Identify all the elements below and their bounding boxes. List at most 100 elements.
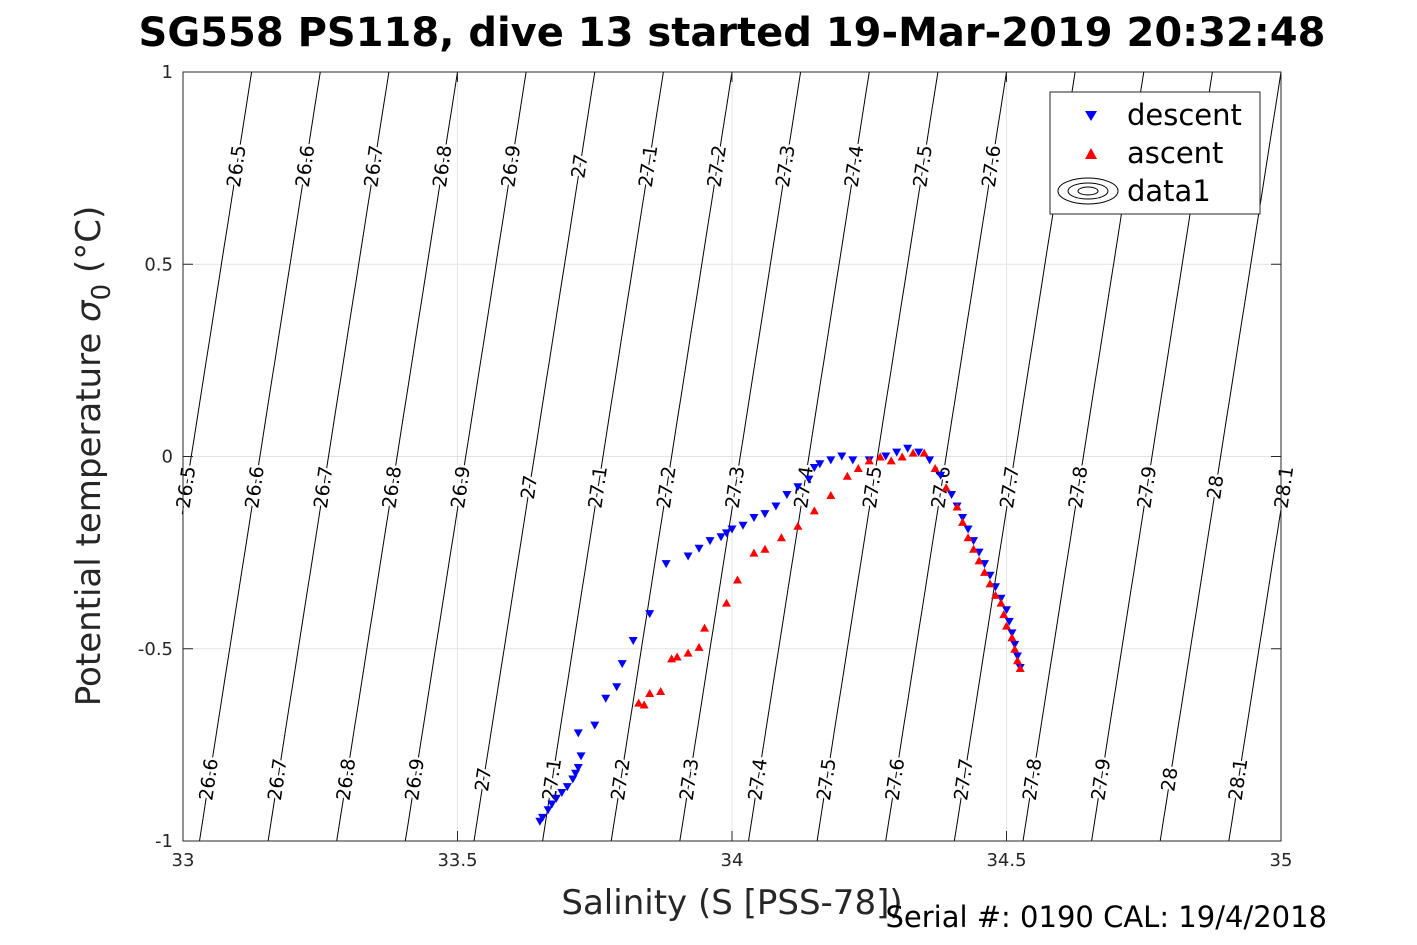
legend: descent ascent data1 xyxy=(1049,91,1261,215)
descent-point xyxy=(645,610,655,619)
isopycnal-26.5 xyxy=(181,71,253,515)
descent-point xyxy=(925,456,935,465)
descent-point xyxy=(661,560,671,569)
descent-point xyxy=(727,525,737,534)
descent-point xyxy=(590,721,600,730)
contour-label-bottom: 27.5 xyxy=(813,757,841,802)
ascent-point xyxy=(908,448,918,457)
isopycnal-26.8 xyxy=(336,71,458,842)
isopycnal-27.5 xyxy=(816,71,939,842)
density-contour-labels: 26.5 26.5 26.6 26.6 26.6 26.7 26.7 26.7 26.8 26.8… xyxy=(170,141,1301,804)
contour-label-mid: 28.1 xyxy=(1271,465,1299,510)
contour-label-mid: 27.4 xyxy=(790,465,818,510)
ascent-point xyxy=(1002,621,1011,630)
y-axis-ticks: -1 -0.5 0 0.5 1 xyxy=(138,62,1281,852)
descent-point xyxy=(1002,606,1011,615)
contour-label-bottom: 27.7 xyxy=(950,757,978,802)
contour-label-mid: 27.8 xyxy=(1065,465,1093,510)
grid-lines xyxy=(183,72,1281,841)
descent-point xyxy=(628,637,638,646)
ascent-point xyxy=(919,448,929,457)
descent-point xyxy=(738,521,748,530)
descent-point xyxy=(793,483,803,492)
ascent-point xyxy=(941,483,951,492)
ascent-point xyxy=(700,623,710,632)
ascent-point xyxy=(1015,663,1025,672)
ascent-point xyxy=(897,452,907,461)
descent-point xyxy=(543,806,553,815)
isopycnal-27.2 xyxy=(610,71,733,842)
legend-box xyxy=(1049,91,1261,215)
descent-point xyxy=(571,769,581,778)
y-axis-label-sub: 0 xyxy=(87,284,117,301)
descent-point xyxy=(782,490,792,499)
ascent-point xyxy=(683,648,693,657)
descent-point xyxy=(547,800,557,809)
contour-label-mid: 26.6 xyxy=(241,465,269,510)
ascent-point xyxy=(886,456,896,465)
legend-data1-label: data1 xyxy=(1127,174,1211,208)
contour-label-top: 27.5 xyxy=(909,144,937,189)
contour-label-bottom: 27.6 xyxy=(882,757,910,802)
isopycnal-27.6 xyxy=(885,71,1007,842)
contour-label-bottom: 27.9 xyxy=(1087,757,1115,802)
descent-point xyxy=(804,475,814,484)
contour-label-top: 27.2 xyxy=(703,144,731,189)
legend-descent-label: descent xyxy=(1127,98,1242,132)
ascent-point xyxy=(999,610,1009,619)
y-tick-label: -1 xyxy=(155,831,173,852)
ascent-point xyxy=(974,556,984,565)
contour-label-mid: 27.5 xyxy=(859,465,887,510)
contour-label-top: 27.4 xyxy=(841,144,869,189)
y-tick-label: 0 xyxy=(162,447,173,468)
isopycnal-27.3 xyxy=(679,71,802,842)
descent-point xyxy=(601,694,611,703)
isopycnal-28.1 xyxy=(1228,494,1284,842)
descent-point xyxy=(716,533,726,542)
contour-label-top: 27.1 xyxy=(635,144,663,189)
descent-point xyxy=(771,502,781,511)
descent-point xyxy=(683,552,693,561)
legend-contour-icon xyxy=(1057,177,1119,205)
descent-point xyxy=(815,460,825,469)
ascent-point xyxy=(826,490,836,499)
y-tick-label: -0.5 xyxy=(138,639,173,660)
ascent-point xyxy=(776,533,786,542)
x-axis-label: Salinity (S [PSS-78]) xyxy=(561,883,902,923)
contour-label-bottom: 26.8 xyxy=(333,757,361,802)
series-ascent xyxy=(634,448,1025,709)
contour-label-bottom: 26.6 xyxy=(195,757,223,802)
isopycnal-28 xyxy=(1159,71,1282,842)
y-tick-label: 1 xyxy=(162,62,173,83)
contour-label-top: 27.6 xyxy=(978,144,1006,189)
y-tick-label: 0.5 xyxy=(144,254,173,275)
descent-point xyxy=(722,529,732,538)
contour-label-bottom: 27.8 xyxy=(1019,757,1047,802)
contour-label-mid: 27.7 xyxy=(996,465,1024,510)
x-tick-label: 34.5 xyxy=(986,850,1026,871)
descent-point xyxy=(903,444,913,453)
x-tick-label: 33 xyxy=(172,850,195,871)
contour-label-mid: 26.9 xyxy=(447,465,475,510)
descent-point xyxy=(848,456,858,465)
ascent-point xyxy=(639,700,649,709)
contour-label-top: 26.5 xyxy=(223,144,251,189)
descent-point xyxy=(947,490,957,499)
descent-point xyxy=(617,660,627,669)
ascent-point xyxy=(656,687,666,696)
contour-label-top: 26.9 xyxy=(497,144,525,189)
contour-label-mid: 26.8 xyxy=(378,465,406,510)
isopycnal-26.9 xyxy=(404,71,527,842)
chart-title: SG558 PS118, dive 13 started 19-Mar-2019… xyxy=(139,10,1326,56)
descent-point xyxy=(914,448,924,457)
ascent-point xyxy=(980,567,990,576)
contour-label-bottom: 28 xyxy=(1157,766,1182,793)
ascent-point xyxy=(969,544,979,553)
x-tick-label: 34 xyxy=(721,850,744,871)
data-series xyxy=(535,444,1025,826)
ascent-point xyxy=(991,590,1001,599)
descent-point xyxy=(551,794,561,803)
ascent-point xyxy=(732,575,742,584)
descent-point xyxy=(963,525,973,534)
descent-point xyxy=(573,763,583,772)
